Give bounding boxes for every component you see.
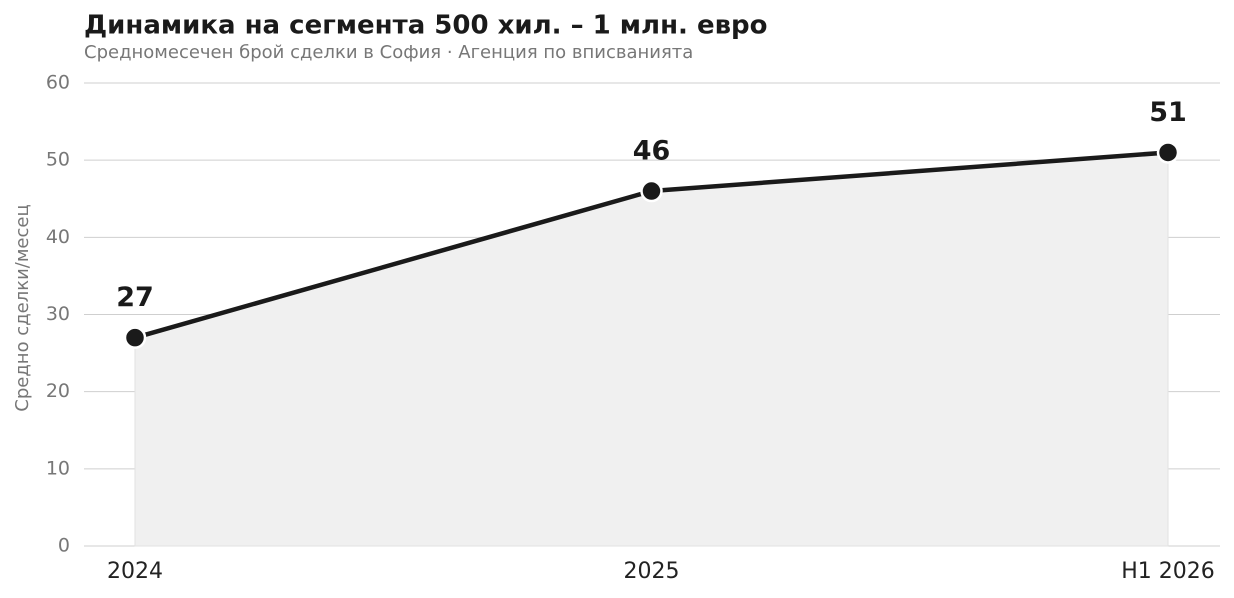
y-tick-label: 10 [46, 457, 70, 479]
x-tick-label: 2025 [624, 559, 680, 584]
value-label: 51 [1149, 97, 1187, 128]
x-tick-label: 2024 [107, 559, 163, 584]
point [1156, 141, 1180, 164]
x-tick-label: H1 2026 [1121, 559, 1215, 584]
area [134, 151, 1169, 547]
chart-subtitle: Средномесечен брой сделки в София · Аген… [84, 42, 693, 63]
y-tick-label: 20 [46, 380, 70, 402]
y-tick-label: 50 [46, 149, 70, 171]
y-axis-label: Средно сделки/месец [12, 204, 33, 411]
y-tick-label: 0 [58, 535, 70, 557]
y-tick-label: 60 [46, 72, 70, 94]
value-label: 27 [116, 282, 154, 313]
point [640, 179, 663, 203]
value-label: 46 [633, 136, 671, 167]
chart-title: Динамика на сегмента 500 хил. – 1 млн. е… [84, 11, 768, 41]
y-tick-label: 30 [46, 303, 70, 325]
point [123, 326, 147, 349]
y-tick-label: 40 [46, 226, 70, 248]
